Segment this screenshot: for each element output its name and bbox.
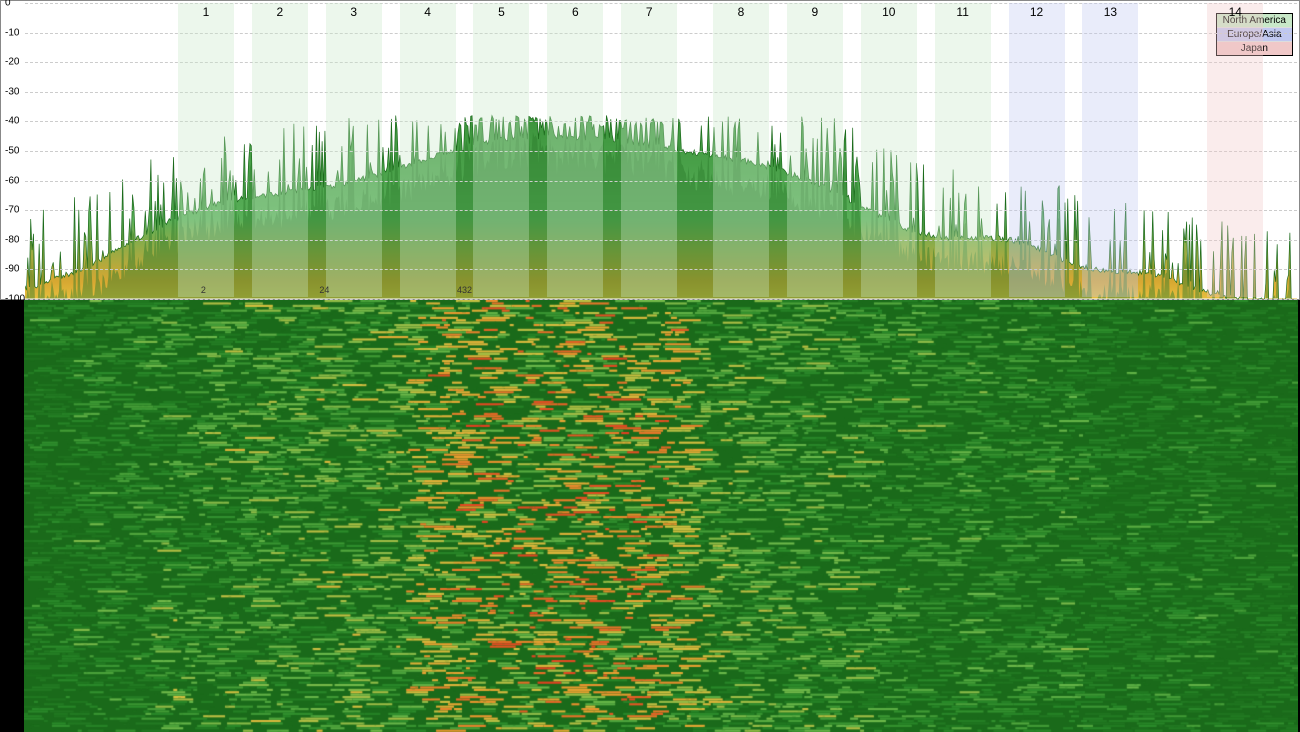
y-tick-label: -80 [5,234,19,245]
freq-tick: 2 [201,285,206,295]
band-10 [861,3,917,297]
band-label-1: 1 [203,5,210,19]
waterfall-panel[interactable] [0,300,1300,732]
band-6 [547,3,603,297]
band-3 [326,3,382,297]
y-tick-label: -10 [5,27,19,38]
band-label-4: 4 [424,5,431,19]
y-tick-label: -70 [5,205,19,216]
band-7 [621,3,677,297]
band-2 [252,3,308,297]
band-label-10: 10 [882,5,895,19]
band-label-14: 14 [1229,5,1242,19]
band-14 [1207,3,1263,297]
band-label-13: 13 [1104,5,1117,19]
band-1 [178,3,234,297]
main-container: North AmericaEurope/AsiaJapan 0-10-20-30… [0,0,1300,732]
band-12 [1009,3,1065,297]
freq-tick: 432 [457,285,472,295]
y-tick-label: -40 [5,116,19,127]
band-label-7: 7 [646,5,653,19]
band-11 [935,3,991,297]
y-tick-label: -20 [5,57,19,68]
y-tick-label: -60 [5,175,19,186]
band-9 [787,3,843,297]
y-tick-label: 0 [5,0,11,9]
freq-tick: 24 [319,285,329,295]
band-label-9: 9 [812,5,819,19]
y-tick-label: -50 [5,146,19,157]
band-label-8: 8 [738,5,745,19]
band-4 [400,3,456,297]
band-label-3: 3 [350,5,357,19]
band-label-5: 5 [498,5,505,19]
y-tick-label: -90 [5,264,19,275]
band-13 [1082,3,1138,297]
band-5 [473,3,529,297]
band-label-11: 11 [956,5,968,19]
spectrum-panel[interactable]: North AmericaEurope/AsiaJapan 0-10-20-30… [0,0,1300,300]
band-label-2: 2 [276,5,283,19]
band-label-6: 6 [572,5,579,19]
waterfall-plot [24,300,1298,732]
y-tick-label: -30 [5,86,19,97]
band-8 [713,3,769,297]
band-label-12: 12 [1030,5,1043,19]
